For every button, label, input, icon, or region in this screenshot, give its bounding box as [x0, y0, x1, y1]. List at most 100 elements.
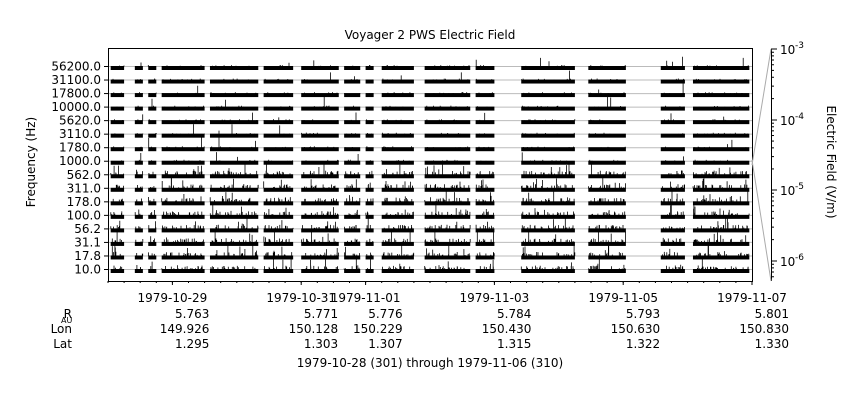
x-tick-label: 1979-11-05 [588, 291, 658, 305]
channel-spikes [369, 65, 371, 67]
channel-trace [209, 255, 259, 260]
channel-trace [424, 174, 471, 179]
channel-spikes [161, 265, 203, 270]
channel-trace [134, 201, 143, 206]
colorbar-tick-base: 10 [780, 184, 795, 198]
channel-trace [381, 214, 414, 219]
channel-trace [588, 269, 626, 273]
channel-spikes [426, 105, 468, 108]
channel-spikes [136, 198, 142, 202]
channel-spikes [111, 244, 121, 256]
channel-trace [660, 66, 685, 70]
channel-trace [660, 133, 685, 138]
channel-spikes [482, 208, 494, 216]
channel-spikes [264, 207, 290, 216]
colorbar-connector [751, 159, 772, 282]
ephemeris-value: 5.763 [175, 307, 209, 321]
channel-spikes [110, 220, 121, 229]
channel-trace [692, 241, 750, 246]
channel-trace [148, 241, 157, 246]
channel-trace [660, 160, 685, 165]
channel-trace [588, 160, 626, 165]
channel-trace [344, 214, 361, 219]
x-axis-label: 1979-10-28 (301) through 1979-11-06 (310… [297, 356, 563, 370]
channel-trace [692, 147, 750, 152]
channel-spikes [590, 65, 626, 67]
channel-spikes [162, 105, 204, 108]
channel-trace [110, 66, 125, 70]
channel-trace [424, 201, 471, 206]
channel-trace [365, 133, 374, 138]
channel-trace [521, 106, 575, 111]
channel-trace [660, 174, 685, 179]
channel-trace [209, 187, 259, 192]
channel-trace [660, 269, 685, 273]
channel-trace [660, 187, 685, 192]
channel-trace [692, 160, 750, 165]
channel-trace [134, 255, 143, 260]
channel-trace [365, 241, 374, 246]
x-tick-label: 1979-11-03 [460, 291, 530, 305]
channel-spikes [150, 209, 155, 216]
data-segment [147, 65, 157, 273]
channel-trace [209, 106, 259, 111]
channel-spikes [386, 65, 400, 67]
channel-trace [148, 214, 157, 219]
channel-spikes [697, 217, 748, 229]
channel-trace [161, 79, 205, 84]
channel-spikes [119, 65, 125, 67]
frequency-label: 562.0 [67, 168, 101, 182]
data-segment [660, 56, 685, 273]
channel-trace [134, 214, 143, 219]
channel-trace [588, 133, 626, 138]
channel-spikes [382, 105, 413, 108]
channel-spikes [366, 146, 373, 148]
channel-trace [588, 241, 626, 246]
channel-spikes [264, 164, 291, 175]
channel-spikes [138, 62, 142, 67]
channel-spikes [479, 260, 494, 270]
channel-trace [301, 255, 339, 260]
frequency-label: 3110.0 [59, 127, 101, 141]
channel-trace [161, 269, 205, 273]
channel-trace [134, 79, 143, 84]
channel-spikes [148, 171, 154, 175]
ephemeris-value: 149.926 [160, 322, 210, 336]
x-tick-label: 1979-11-01 [331, 291, 401, 305]
frequency-label: 5620.0 [59, 114, 101, 128]
channel-trace [110, 187, 125, 192]
channel-trace [148, 160, 157, 165]
channel-spikes [211, 231, 257, 243]
channel-spikes [590, 198, 625, 202]
channel-trace [209, 228, 259, 233]
channel-trace [381, 228, 414, 233]
channel-spikes [366, 218, 371, 229]
channel-spikes [150, 186, 155, 189]
channel-spikes [476, 230, 494, 243]
channel-spikes [138, 153, 142, 162]
channel-spikes [216, 99, 244, 108]
channel-spikes [523, 162, 573, 175]
channel-trace [161, 133, 205, 138]
channel-trace [161, 201, 205, 206]
channel-trace [134, 187, 143, 192]
channel-trace [475, 120, 495, 125]
channel-trace [134, 133, 143, 138]
channel-trace [424, 255, 471, 260]
channel-trace [301, 201, 339, 206]
channel-trace [263, 255, 294, 260]
channel-spikes [267, 92, 289, 94]
channel-spikes [263, 230, 290, 243]
channel-trace [263, 79, 294, 84]
frequency-label: 100.0 [67, 208, 101, 222]
channel-spikes [663, 226, 685, 229]
channel-trace [365, 106, 374, 111]
channel-spikes [384, 196, 413, 202]
channel-spikes [694, 57, 749, 67]
channel-trace [521, 160, 575, 165]
channel-spikes [522, 105, 572, 108]
channel-spikes [263, 179, 291, 189]
channel-spikes [161, 137, 205, 148]
channel-spikes [304, 72, 339, 81]
channel-trace [161, 120, 205, 125]
